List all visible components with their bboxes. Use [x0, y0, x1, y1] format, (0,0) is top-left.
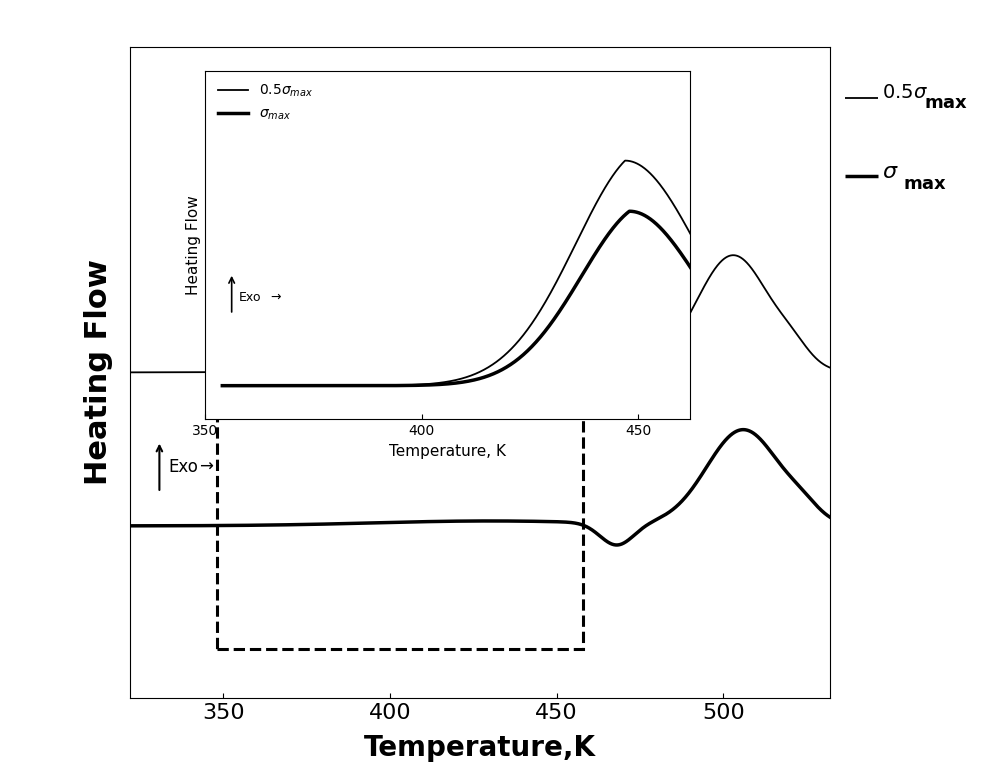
- Bar: [217, 329, 583, 648]
- X-axis label: Temperature,K: Temperature,K: [364, 734, 596, 762]
- Legend: $0.5\sigma_{max}$, $\sigma_{max}$: $0.5\sigma_{max}$, $\sigma_{max}$: [212, 78, 319, 127]
- Text: $\mathbf{max}$: $\mathbf{max}$: [903, 176, 947, 193]
- Text: $0.5\sigma$: $0.5\sigma$: [882, 83, 928, 102]
- Text: →: →: [199, 458, 212, 476]
- Y-axis label: Heating Flow: Heating Flow: [186, 195, 201, 295]
- Text: Exo: Exo: [168, 458, 198, 476]
- Text: $\mathbf{max}$: $\mathbf{max}$: [924, 95, 968, 112]
- Text: →: →: [270, 291, 281, 304]
- Text: $\sigma$: $\sigma$: [882, 162, 899, 183]
- X-axis label: Temperature, K: Temperature, K: [389, 444, 506, 459]
- Y-axis label: Heating Flow: Heating Flow: [84, 260, 113, 485]
- Text: Exo: Exo: [239, 291, 261, 304]
